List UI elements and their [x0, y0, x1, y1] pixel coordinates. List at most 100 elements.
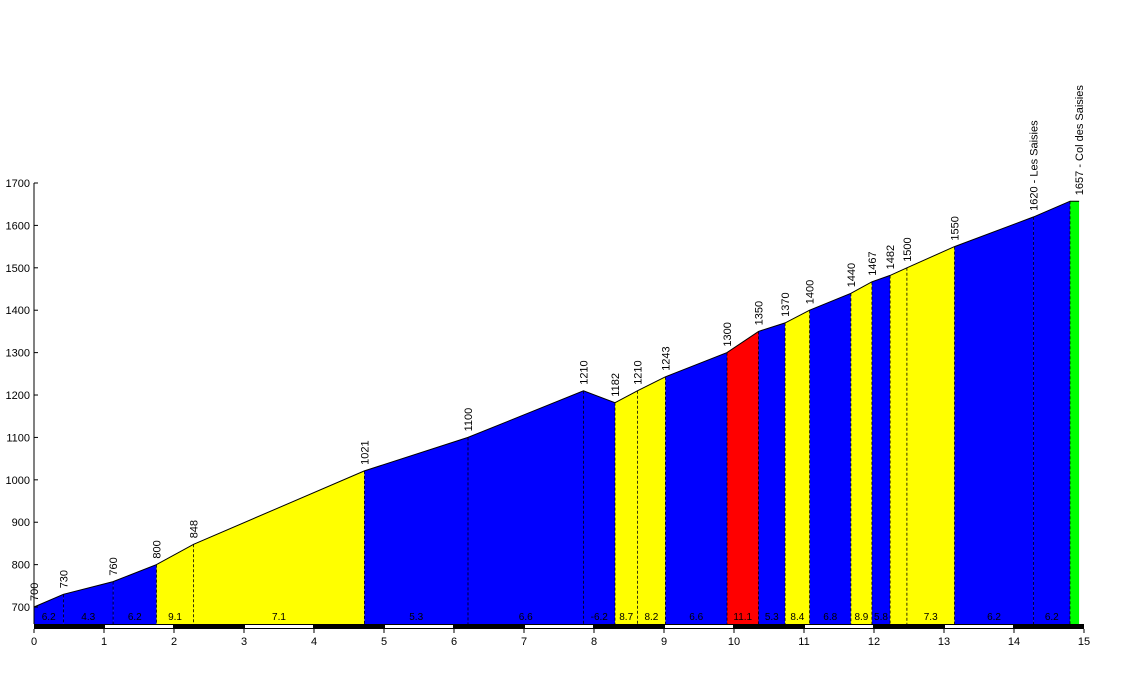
- gradient-label: 5.8: [874, 612, 888, 623]
- km-bar-cell: [385, 625, 453, 628]
- x-tick-label: 11: [798, 636, 809, 648]
- segment-fill-12: [727, 331, 759, 624]
- x-tick-label: 7: [521, 636, 527, 648]
- altitude-label: 730: [58, 570, 70, 588]
- y-tick-label: 1300: [6, 348, 30, 360]
- km-bar: [34, 624, 1084, 629]
- y-tick-label: 1600: [6, 220, 30, 232]
- y-tick-label: 1200: [6, 390, 30, 402]
- segment-fill-16: [850, 281, 872, 624]
- gradient-label: 5.3: [765, 612, 779, 623]
- segment-dividers: [63, 201, 1071, 624]
- altitude-label: 1550: [950, 216, 962, 240]
- altitude-label: 1370: [780, 292, 792, 316]
- x-tick-label: 8: [591, 636, 597, 648]
- y-axis: 700 800 900 1000 1100 1200 1300 1400 1500 1600 170…: [6, 178, 38, 624]
- y-tick-label: 1500: [6, 263, 30, 275]
- y-tick-label: 1000: [6, 475, 30, 487]
- x-tick-label: 9: [661, 636, 667, 648]
- segment-fill-3: [113, 564, 157, 624]
- segment-fill-6: [364, 437, 468, 624]
- segment-fill-21: [1033, 201, 1070, 625]
- gradient-label: 6.6: [519, 612, 533, 623]
- gradient-label: 7.3: [924, 612, 938, 623]
- altitude-labels: 700 730 760 800 848 1021 1100 1210 1182 1210 1243 1…: [29, 85, 1086, 601]
- altitude-label: 1210: [578, 360, 590, 384]
- x-axis: 0 1 2 3 4 5 6 7 8 9 10 11 12 13 14 15: [31, 629, 1090, 648]
- profile-line: [33, 200, 1080, 608]
- altitude-label: 1210: [632, 360, 644, 384]
- gradient-label: 6.8: [823, 612, 837, 623]
- altitude-label: 1400: [805, 280, 817, 304]
- gradient-label: 6.2: [987, 612, 1001, 623]
- y-tick-label: 1400: [6, 305, 30, 317]
- segment-fill-11: [665, 352, 727, 624]
- gradient-labels: 6.2 4.3 6.2 9.1 7.1 5.3 6.6 -6.2 8.7 8.2 6.6 11.1 5.…: [42, 612, 1059, 623]
- x-tick-label: 6: [451, 636, 457, 648]
- segment-fill-18: [890, 267, 907, 624]
- gradient-label: 5.3: [409, 612, 423, 623]
- gradient-label: 4.3: [81, 612, 95, 623]
- segment-fill-15: [809, 293, 851, 624]
- segment-fill-4: [156, 544, 194, 624]
- segment-fill-2: [63, 581, 114, 624]
- x-tick-label: 4: [311, 636, 317, 648]
- gradient-label: 11.1: [733, 612, 752, 623]
- km-bar-cell: [245, 625, 313, 628]
- gradient-label: 6.2: [42, 612, 56, 623]
- x-tick-label: 5: [381, 636, 387, 648]
- gradient-label: 6.2: [128, 612, 142, 623]
- altitude-label: 1182: [610, 373, 622, 397]
- altitude-label: 1440: [846, 263, 858, 287]
- y-tick-label: 1700: [6, 178, 30, 190]
- altitude-label: 1657 - Col des Saisies: [1074, 85, 1086, 196]
- gradient-label: 7.1: [272, 612, 286, 623]
- x-tick-label: 13: [938, 636, 950, 648]
- x-tick-label: 12: [868, 636, 880, 648]
- segment-fill-13: [758, 322, 786, 624]
- gradient-label: 6.2: [1045, 612, 1059, 623]
- gradient-label: -6.2: [591, 612, 609, 623]
- altitude-label: 848: [189, 520, 201, 538]
- altitude-label: 1100: [463, 408, 475, 432]
- x-tick-label: 15: [1078, 636, 1090, 648]
- y-tick-label: 900: [12, 517, 30, 529]
- altitude-label: 1243: [660, 346, 672, 370]
- altitude-label: 1021: [359, 440, 371, 464]
- gradient-label: 9.1: [168, 612, 182, 623]
- segment-fill-20: [954, 216, 1034, 624]
- gradient-label: 8.9: [854, 612, 868, 623]
- km-bar-cell: [105, 625, 173, 628]
- y-tick-label: 800: [12, 560, 30, 572]
- km-bar-cell: [805, 625, 873, 628]
- segment-fill-17: [871, 275, 891, 624]
- x-tick-label: 2: [171, 636, 177, 648]
- segment-fill-14: [785, 310, 810, 624]
- km-bar-cell: [665, 625, 733, 628]
- segment-fill-1: [34, 594, 64, 624]
- gradient-label: 8.4: [790, 612, 804, 623]
- altitude-label: 1300: [722, 322, 734, 346]
- altitude-label: 1620 - Les Saisies: [1029, 120, 1041, 211]
- gradient-label: 8.7: [619, 612, 633, 623]
- segment-fill-7: [468, 390, 584, 624]
- x-tick-label: 1: [101, 636, 107, 648]
- segment-fill-9: [615, 390, 638, 624]
- y-tick-label: 700: [12, 602, 30, 614]
- x-tick-label: 0: [31, 636, 37, 648]
- km-bar-cell: [945, 625, 1013, 628]
- altitude-label: 800: [152, 540, 164, 558]
- segment-fill-8: [583, 390, 615, 624]
- gradient-label: 6.6: [689, 612, 703, 623]
- x-tick-label: 10: [728, 636, 740, 648]
- altitude-label: 700: [29, 583, 41, 601]
- km-bar-cell: [525, 625, 593, 628]
- altitude-label: 1482: [885, 245, 897, 269]
- altitude-label: 1467: [867, 251, 879, 275]
- segment-fill-22: [1070, 201, 1080, 625]
- segment-fill-19: [906, 246, 955, 624]
- altitude-label: 1350: [754, 301, 766, 325]
- x-tick-label: 14: [1008, 636, 1020, 648]
